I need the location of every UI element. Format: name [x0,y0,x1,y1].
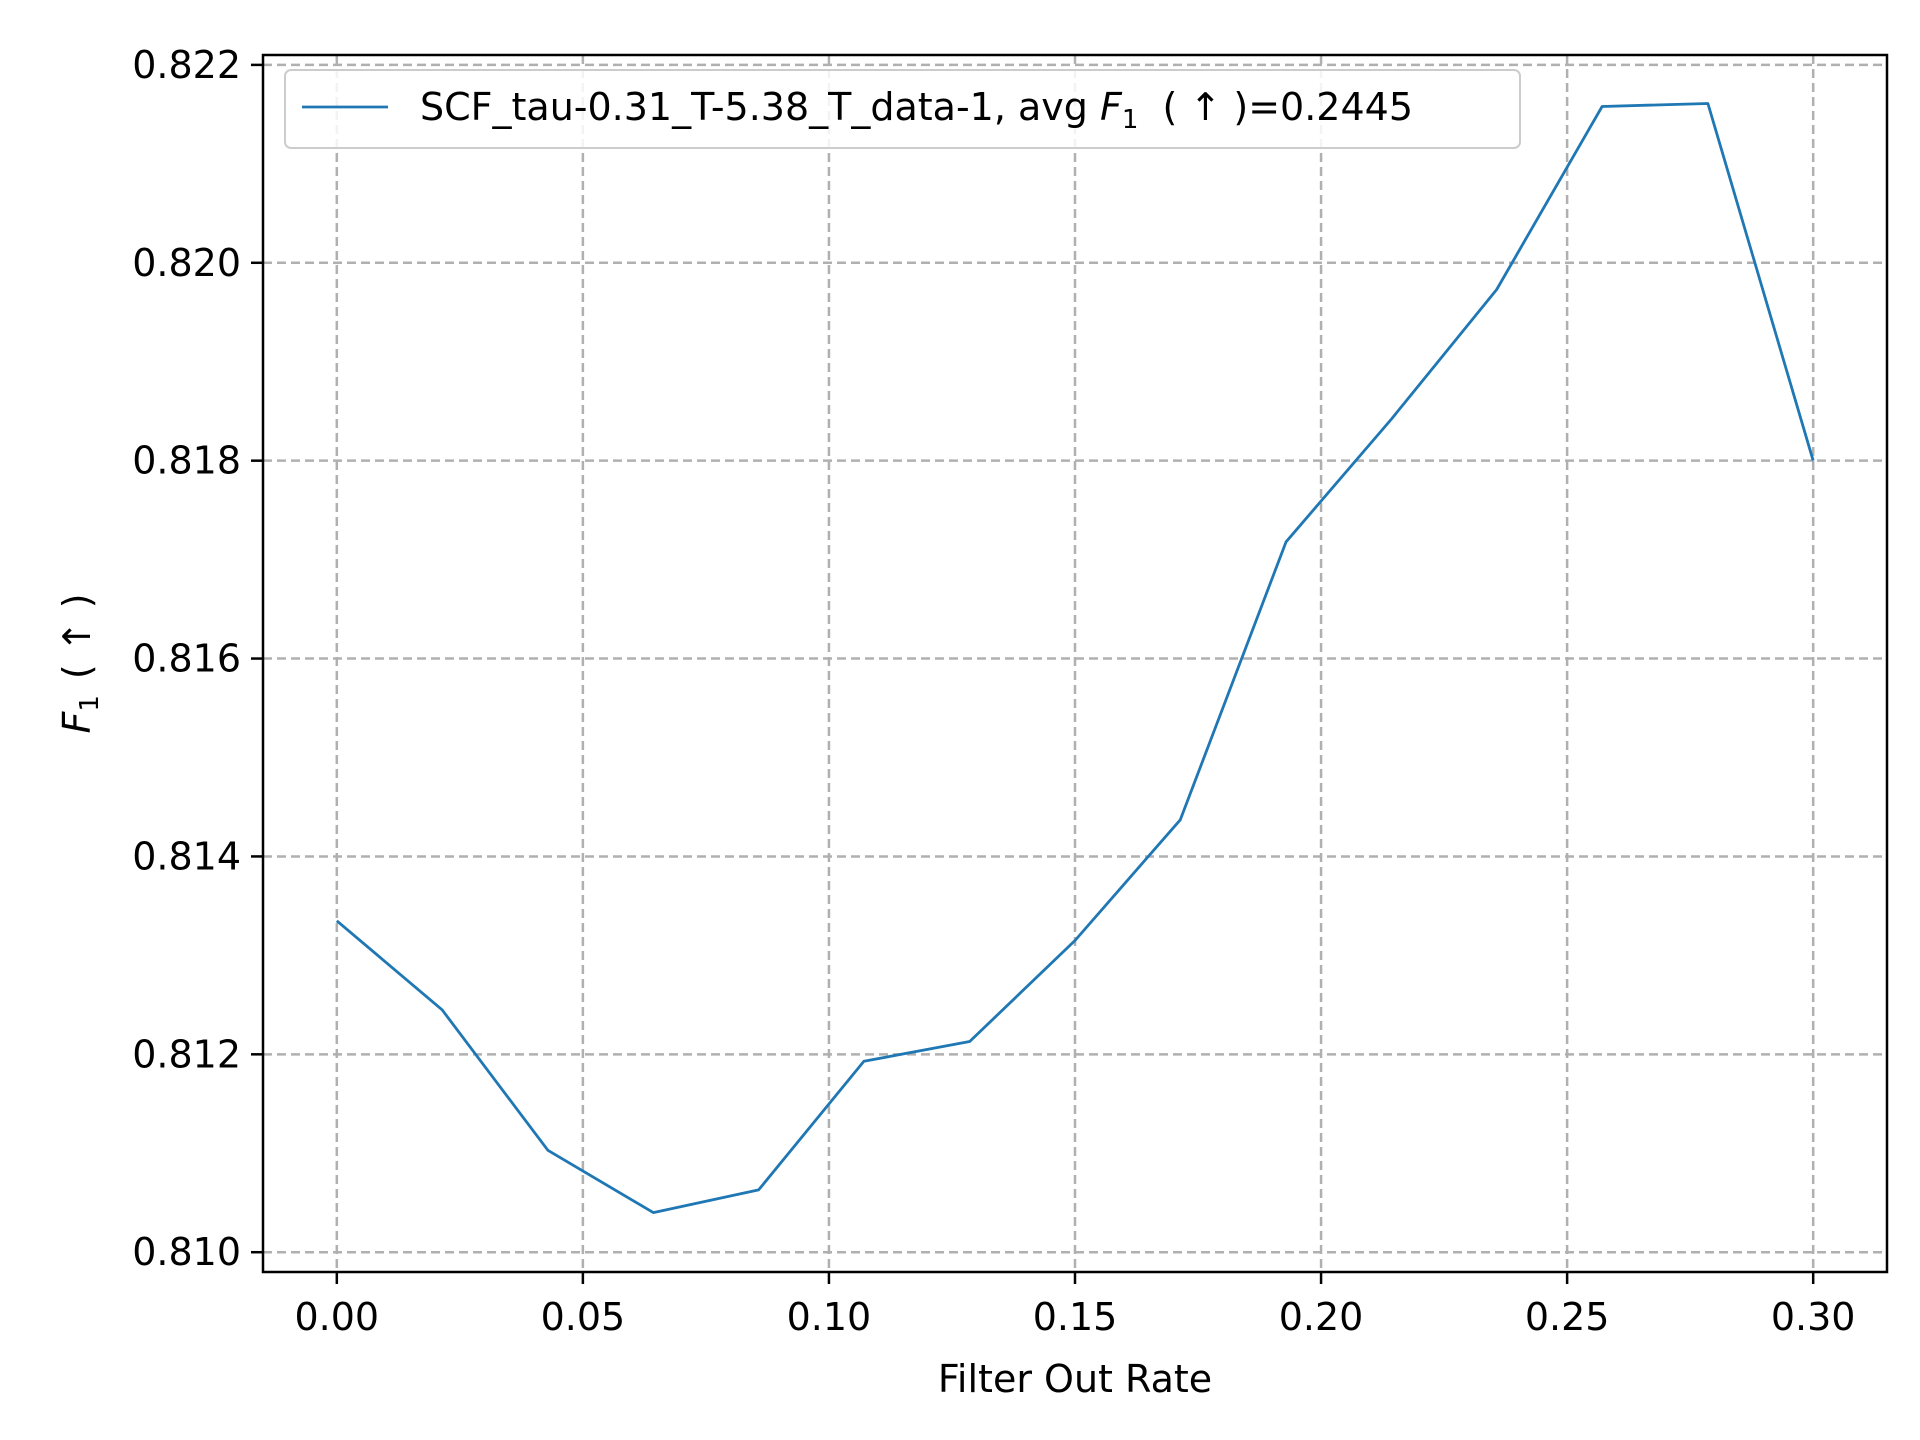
y-tick-label: 0.814 [132,834,241,878]
x-tick-label: 0.30 [1771,1295,1856,1339]
y-tick-label: 0.818 [132,439,241,483]
y-axis-label-suffix: ( ↑ ) [55,593,99,679]
y-axis-label-subscript: 1 [75,695,105,712]
svg-text:F1( ↑ ): F1 ( ↑ ) [55,593,105,733]
x-tick-label: 0.10 [787,1295,872,1339]
x-tick-label: 0.00 [295,1295,380,1339]
legend-label-subscript: 1 [1122,105,1139,135]
x-tick-label: 0.15 [1033,1295,1118,1339]
y-axis-ticks: 0.810 0.812 0.814 0.816 0.818 0.820 0.822 [132,43,263,1274]
x-tick-label: 0.20 [1279,1295,1364,1339]
x-axis-label: Filter Out Rate [938,1357,1212,1401]
legend-label-suffix: ( ↑ )=0.2445 [1138,85,1413,129]
series-layer [335,102,1815,1214]
grid [263,55,1887,1272]
legend-label-symbol: F [1100,85,1123,129]
y-tick-label: 0.816 [132,637,241,681]
y-axis-label-symbol: F [55,711,99,734]
x-tick-label: 0.25 [1525,1295,1610,1339]
y-tick-label: 0.810 [132,1230,241,1274]
x-tick-label: 0.05 [541,1295,626,1339]
y-tick-label: 0.812 [132,1032,241,1076]
svg-text:SCF_tau-0.31_T-5.38_T_data-1,: SCF_tau-0.31_T-5.38_T_data-1, avg F1 ( ↑… [420,85,1413,135]
y-tick-label: 0.820 [132,241,241,285]
legend-label-prefix: SCF_tau-0.31_T-5.38_T_data-1, avg [420,85,1100,129]
legend: SCF_tau-0.31_T-5.38_T_data-1, avg F1 ( ↑… [284,69,1521,149]
plot-area-frame [261,53,1889,1274]
series-line [335,102,1815,1214]
y-tick-label: 0.822 [132,43,241,87]
y-axis-label: F1 ( ↑ ) [55,593,105,733]
x-axis-ticks: 0.00 0.05 0.10 0.15 0.20 0.25 0.30 [295,1272,1856,1339]
legend-box [284,69,1521,149]
